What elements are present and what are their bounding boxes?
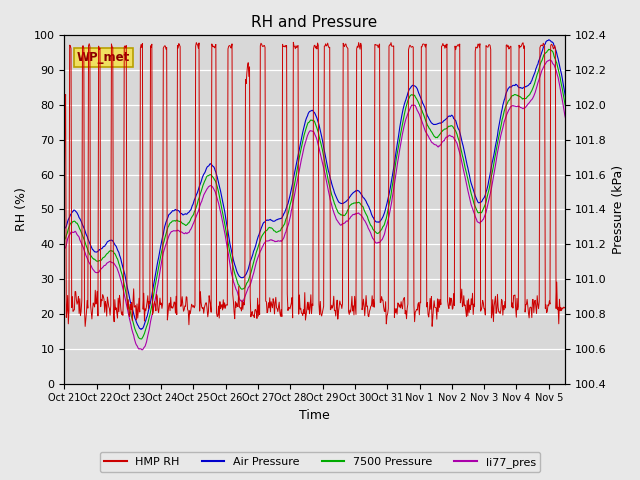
- Legend: HMP RH, Air Pressure, 7500 Pressure, li77_pres: HMP RH, Air Pressure, 7500 Pressure, li7…: [100, 452, 540, 472]
- Y-axis label: Pressure (kPa): Pressure (kPa): [612, 165, 625, 254]
- Title: RH and Pressure: RH and Pressure: [252, 15, 378, 30]
- X-axis label: Time: Time: [299, 409, 330, 422]
- Text: WP_met: WP_met: [77, 51, 130, 64]
- Y-axis label: RH (%): RH (%): [15, 188, 28, 231]
